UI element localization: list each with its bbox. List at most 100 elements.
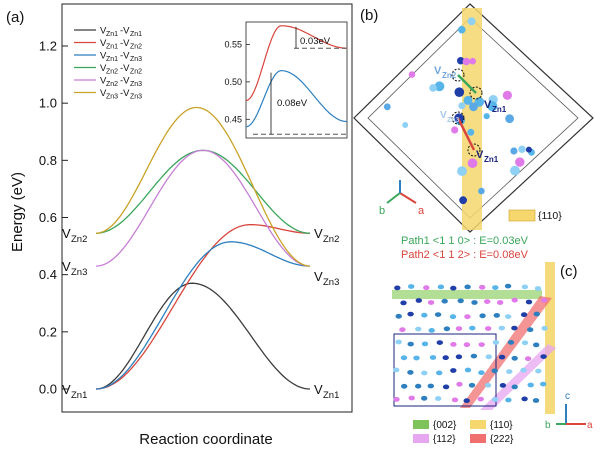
atom-c-44 xyxy=(395,339,402,345)
atom-c-17 xyxy=(484,299,491,304)
atom-b-26 xyxy=(510,165,520,176)
legend-v2-2: -V xyxy=(120,51,130,62)
y-tick-label-4: 0.8 xyxy=(39,153,57,168)
vacancy-marker-3 xyxy=(467,143,481,157)
atom-c-74 xyxy=(506,369,513,374)
plot-frame xyxy=(61,3,353,413)
legend-sub2-5: Zn3 xyxy=(130,94,142,101)
y-tick-label-5: 1.0 xyxy=(39,96,57,111)
atom-c-76 xyxy=(535,368,542,374)
inset-annotation-blue: 0.08eV xyxy=(277,98,308,109)
legend-sub2-1: Zn2 xyxy=(130,44,142,51)
path1-text: Path1 <1 1 0> : E=0.03eV xyxy=(401,235,529,247)
inset-red-curve xyxy=(245,25,347,102)
atom-c-58 xyxy=(442,355,449,361)
right-label-2-sub: Zn1 xyxy=(323,390,339,401)
atom-c-28 xyxy=(479,313,486,319)
atom-c-63 xyxy=(511,355,518,361)
y-axis-label: Energy (eV) xyxy=(9,172,26,252)
legend-v2-0: -V xyxy=(120,26,130,37)
atom-c-77 xyxy=(401,383,408,389)
atom-c-39 xyxy=(485,326,492,331)
legend-sub1-0: Zn1 xyxy=(106,31,118,38)
path1-arrow xyxy=(457,74,477,94)
atom-c-84 xyxy=(499,383,507,388)
atom-b-67 xyxy=(402,122,409,128)
legend-c: {002} {110} {112} {222} xyxy=(413,420,514,445)
legend-c-label-3: {222} xyxy=(490,434,514,445)
vzn1-label-a-sub: Zn1 xyxy=(492,105,507,114)
atom-c-30 xyxy=(505,314,512,319)
atom-c-69 xyxy=(436,370,443,376)
atom-c-94 xyxy=(477,396,484,402)
atom-b-14 xyxy=(462,57,471,66)
atom-c-95 xyxy=(492,397,499,402)
atom-c-86 xyxy=(527,382,534,388)
panel-c: (c) c a b {002} {110} {112} {222} xyxy=(392,262,593,445)
vzn1-label-b-sub: Zn1 xyxy=(484,155,499,164)
atom-c-81 xyxy=(456,381,463,387)
atom-b-51 xyxy=(454,87,465,97)
vacancy-labels-b: V Zn2 V Zn3 V Zn1 V Zn1 xyxy=(434,65,507,164)
atom-c-73 xyxy=(491,368,498,374)
right-label-0-main: V xyxy=(314,226,323,241)
atom-c-29 xyxy=(493,313,500,318)
atom-b-7 xyxy=(383,103,391,111)
vzn1-label-b-main: V xyxy=(476,149,484,161)
legend-sub1-5: Zn3 xyxy=(106,94,118,101)
y-tick-label-1: 0.2 xyxy=(39,324,57,339)
vacancy-marker-2 xyxy=(451,111,465,125)
y-tick-label-3: 0.6 xyxy=(39,210,57,225)
legend-110-label: {110} xyxy=(538,210,562,222)
right-label-2-main: V xyxy=(314,382,323,397)
curve-5 xyxy=(95,106,311,267)
inset-frame xyxy=(245,21,348,139)
atom-c-96 xyxy=(505,397,512,403)
atom-c-54 xyxy=(533,342,540,348)
inset-blue-curve xyxy=(245,69,347,128)
atom-c-46 xyxy=(421,341,429,347)
atom-c-78 xyxy=(415,383,422,389)
atom-c-24 xyxy=(421,312,428,318)
legend-v1-4: V xyxy=(100,76,107,87)
atom-b-29 xyxy=(459,196,467,205)
axes-triad-b: a b xyxy=(379,180,425,217)
legend-v1-1: V xyxy=(100,38,107,49)
atom-c-68 xyxy=(421,370,428,376)
left-label-0-sub: Zn2 xyxy=(71,234,87,245)
atom-c-98 xyxy=(532,398,540,403)
atom-c-21 xyxy=(541,297,548,303)
legend-c-label-1: {110} xyxy=(490,420,513,431)
inset-curves xyxy=(245,25,347,135)
inset-annotations: 0.03eV 0.08eV xyxy=(277,36,331,109)
atom-c-61 xyxy=(485,354,492,360)
atom-c-19 xyxy=(511,297,518,303)
vacancy-marker-1 xyxy=(469,86,483,100)
atom-c-4 xyxy=(450,285,457,291)
panel-a-label: (a) xyxy=(6,9,24,26)
atom-c-31 xyxy=(520,312,528,318)
atom-c-66 xyxy=(393,367,400,373)
atom-b-37 xyxy=(478,187,485,195)
atom-c-79 xyxy=(427,383,434,389)
atom-b-53 xyxy=(505,114,514,124)
legend-sub1-3: Zn2 xyxy=(106,69,118,76)
atom-c-85 xyxy=(511,384,518,390)
plane-222-c xyxy=(460,296,552,408)
legend-c-swatch-1 xyxy=(470,420,486,429)
legend-v1-3: V xyxy=(100,63,107,74)
right-label-0-sub: Zn2 xyxy=(323,234,339,245)
inset-tick-label-1: 0.50 xyxy=(224,77,242,87)
atoms-c xyxy=(393,283,548,404)
atom-c-5 xyxy=(464,284,471,290)
axis-c-label-c: c xyxy=(565,391,570,402)
atom-c-62 xyxy=(498,354,506,360)
atom-c-14 xyxy=(441,298,448,304)
panel-a: (a) 0.0 0.2 0.4 0.6 0.8 1.0 1.2 Energy (eV) Re… xyxy=(6,3,353,448)
atom-b-19 xyxy=(458,102,466,110)
atom-c-43 xyxy=(541,325,548,331)
x-axis-label: Reaction coordinate xyxy=(139,431,272,448)
vzn1-label-a-main: V xyxy=(484,99,492,111)
